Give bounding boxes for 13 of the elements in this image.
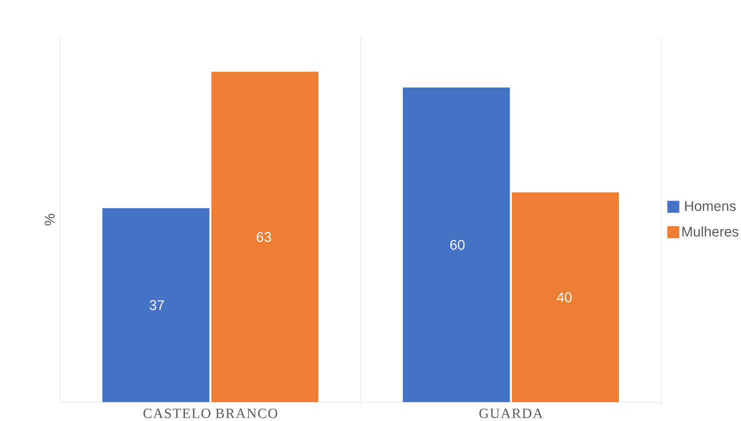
bar <box>512 192 619 402</box>
data-label: 63 <box>256 232 272 242</box>
bar <box>211 72 318 402</box>
x-tick-label: CASTELO BRANCO <box>143 408 278 418</box>
data-label: 40 <box>556 292 572 302</box>
bar <box>102 208 210 402</box>
x-tick-label: GUARDA <box>479 408 543 418</box>
bar <box>402 88 510 402</box>
legend-label: Homens <box>685 201 736 212</box>
data-label: 37 <box>150 300 164 310</box>
y-axis-title: % <box>44 214 55 226</box>
data-label: 60 <box>450 240 465 250</box>
legend-label: Mulheres <box>682 226 738 237</box>
